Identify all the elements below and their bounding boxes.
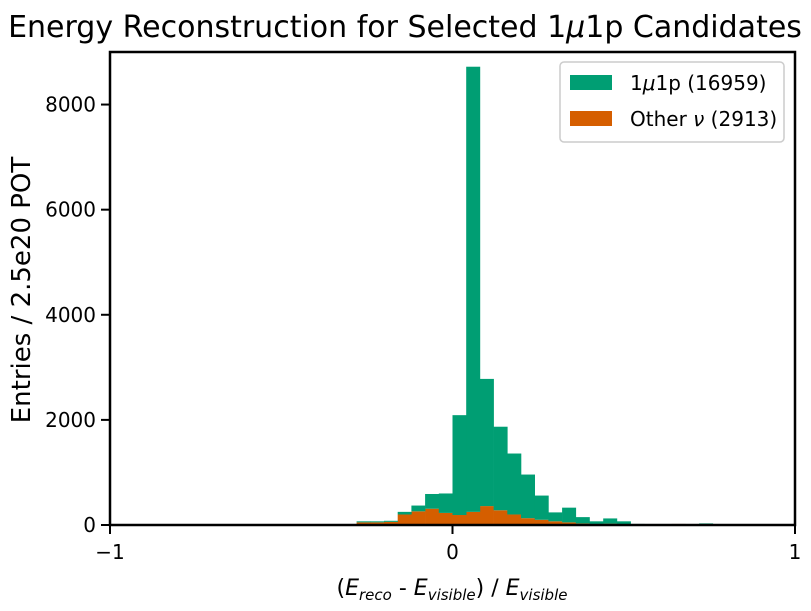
- x-tick-label: −1: [95, 540, 124, 564]
- bar-1mu1p-11: [507, 453, 522, 515]
- bar-1mu1p-6: [438, 493, 453, 513]
- y-tick-label: 8000: [45, 93, 96, 117]
- bar-1mu1p-14: [548, 512, 563, 522]
- y-tick-label: 0: [83, 513, 96, 537]
- bar-other-nu-8: [466, 511, 481, 525]
- y-tick-label: 4000: [45, 303, 96, 327]
- bar-1mu1p-17: [589, 521, 604, 524]
- bar-other-nu-4: [411, 511, 426, 525]
- bar-1mu1p-2: [384, 520, 398, 522]
- x-tick-label: 1: [789, 540, 802, 564]
- bar-other-nu-2: [384, 521, 398, 525]
- x-tick-label: 0: [446, 540, 459, 564]
- y-tick-label: 2000: [45, 408, 96, 432]
- bar-1mu1p-3: [397, 511, 412, 515]
- bar-other-nu-3: [397, 514, 412, 525]
- chart-title: Energy Reconstruction for Selected 1μ1p …: [8, 10, 802, 45]
- bar-other-nu-1: [370, 522, 385, 525]
- bar-1mu1p-1: [370, 521, 385, 523]
- bar-other-nu-12: [521, 518, 535, 525]
- bar-1mu1p-8: [466, 66, 481, 512]
- bar-other-nu-0: [356, 522, 371, 525]
- legend-swatch-1mu1p: [570, 75, 612, 90]
- bar-1mu1p-4: [411, 505, 426, 512]
- bar-other-nu-14: [548, 521, 563, 525]
- bar-1mu1p-16: [575, 517, 590, 524]
- bar-1mu1p-0: [356, 521, 371, 523]
- y-axis-ticks: 0 2000 4000 6000 8000: [45, 93, 110, 537]
- bar-other-nu-10: [493, 510, 508, 525]
- legend-label-other-nu: Other ν (2913): [630, 107, 777, 131]
- bar-1mu1p-13: [534, 495, 549, 520]
- legend-swatch-other-nu: [570, 111, 612, 126]
- bar-other-nu-15: [562, 522, 577, 525]
- legend: 1μ1p (16959) Other ν (2913): [559, 61, 785, 143]
- bar-other-nu-6: [438, 512, 453, 525]
- y-tick-label: 6000: [45, 198, 96, 222]
- bar-1mu1p-18: [603, 518, 618, 524]
- plot-frame: [108, 50, 797, 527]
- bar-other-nu-5: [425, 508, 440, 525]
- bar-1mu1p-9: [479, 378, 494, 507]
- x-axis-label: (Ereco - Evisible) / Evisible: [337, 576, 568, 604]
- bars-layer: [356, 66, 714, 525]
- x-axis-ticks: −1 0 1: [95, 525, 801, 564]
- y-axis-label: Entries / 2.5e20 POT: [7, 157, 37, 424]
- bar-other-nu-11: [507, 514, 522, 525]
- bar-1mu1p-5: [425, 493, 440, 509]
- bar-other-nu-13: [534, 519, 549, 525]
- bar-1mu1p-15: [562, 507, 577, 523]
- bar-other-nu-9: [479, 506, 494, 525]
- bar-1mu1p-10: [493, 426, 508, 511]
- legend-label-1mu1p: 1μ1p (16959): [630, 71, 766, 95]
- bar-1mu1p-19: [616, 521, 631, 525]
- bar-other-nu-7: [452, 515, 467, 525]
- bar-1mu1p-7: [452, 415, 467, 516]
- legend-box: [559, 61, 785, 143]
- bar-1mu1p-12: [521, 474, 535, 519]
